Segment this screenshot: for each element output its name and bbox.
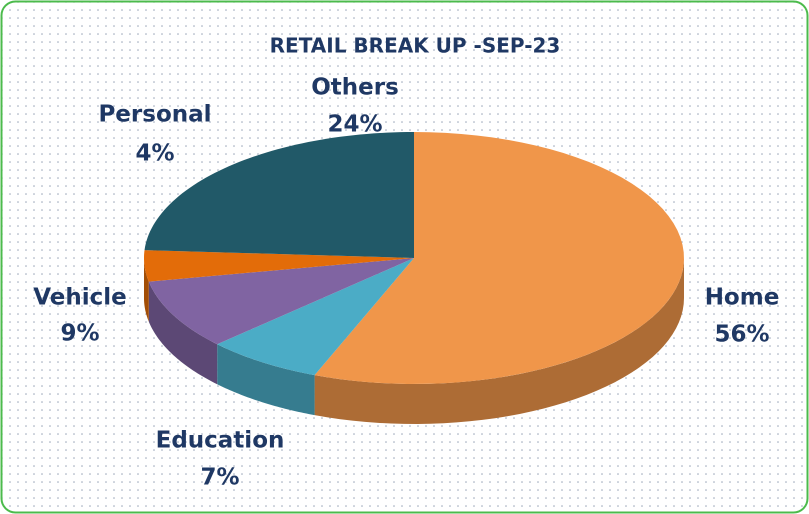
data-label-value: 24% — [327, 112, 382, 138]
pie-slice-side — [144, 258, 149, 322]
pie-slice-side — [148, 281, 218, 385]
data-label-name: Personal — [98, 102, 211, 128]
data-label-value: 9% — [60, 321, 99, 347]
data-label-value: 4% — [135, 141, 174, 167]
data-label-name: Home — [705, 285, 780, 311]
data-label-value: 56% — [714, 322, 769, 348]
pie-slice — [144, 132, 414, 258]
pie-slice — [148, 258, 414, 345]
pie-slice — [217, 258, 414, 376]
pie-slice — [314, 132, 684, 384]
labels: Home 56% Education 7% Vehicle 9% Personal 4% Oth… — [33, 75, 779, 491]
data-label-value: 7% — [200, 465, 239, 491]
data-label-name: Education — [156, 428, 285, 454]
data-label-name: Others — [311, 75, 399, 101]
data-label-name: Vehicle — [33, 285, 127, 311]
chart-title: RETAIL BREAK UP -SEP-23 — [270, 34, 561, 58]
pie-slice — [144, 250, 414, 282]
pie — [144, 132, 684, 424]
pie-slice-side — [314, 258, 684, 424]
pie-slice-side — [217, 344, 315, 416]
